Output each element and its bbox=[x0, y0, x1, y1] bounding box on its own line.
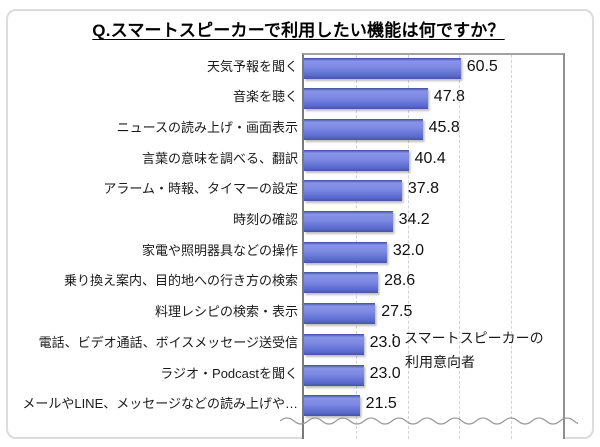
chart-title: Q.スマートスピーカーで利用したい機能は何ですか？ bbox=[92, 21, 505, 40]
bar bbox=[304, 272, 379, 294]
value-label: 23.0 bbox=[369, 364, 401, 382]
value-label: 45.8 bbox=[428, 118, 460, 136]
bar bbox=[304, 180, 402, 202]
bar bbox=[304, 333, 364, 355]
torn-edge-wave bbox=[280, 417, 578, 425]
category-label: 乗り換え案内、目的地への行き方の検索 bbox=[63, 273, 298, 289]
gridline-60 bbox=[459, 55, 461, 439]
value-label: 47.8 bbox=[433, 88, 465, 106]
legend-line1: ：スマートスピーカーの bbox=[390, 330, 544, 346]
category-label: 音楽を聴く bbox=[232, 89, 298, 105]
bar bbox=[304, 395, 360, 417]
legend-note: ：スマートスピーカーの 利用意向者 bbox=[390, 326, 544, 374]
bar bbox=[304, 118, 423, 140]
bar bbox=[304, 241, 387, 263]
category-label: ラジオ・Podcastを聞く bbox=[160, 365, 298, 381]
gridline-40 bbox=[407, 55, 409, 439]
legend-line2: 利用意向者 bbox=[405, 354, 475, 370]
bar bbox=[304, 88, 428, 110]
category-label: 家電や照明器具などの操作 bbox=[141, 242, 298, 258]
bar bbox=[304, 211, 393, 232]
value-label: 34.2 bbox=[398, 211, 430, 228]
value-label: 21.5 bbox=[365, 395, 397, 413]
category-label: ニュースの読み上げ・画面表示 bbox=[116, 119, 298, 135]
value-label: 32.0 bbox=[392, 241, 425, 259]
bar bbox=[304, 303, 376, 325]
value-label: 40.4 bbox=[414, 149, 446, 167]
category-label: 天気予報を聞く bbox=[206, 58, 298, 74]
value-label: 60.5 bbox=[466, 57, 498, 75]
category-label: 言葉の意味を調べる、翻訳 bbox=[141, 150, 298, 166]
plot-area bbox=[302, 53, 565, 439]
category-label: メールやLINE、メッセージなどの読み上げや… bbox=[22, 396, 298, 412]
value-label: 23.0 bbox=[369, 333, 401, 351]
category-label: 時刻の確認 bbox=[232, 212, 298, 227]
bar bbox=[304, 364, 364, 386]
bar bbox=[304, 149, 409, 171]
value-label: 27.5 bbox=[381, 303, 413, 321]
value-label: 28.6 bbox=[384, 272, 416, 290]
value-label: 37.8 bbox=[407, 180, 440, 198]
category-label: アラーム・時報、タイマーの設定 bbox=[103, 181, 298, 197]
category-label: 電話、ビデオ通話、ボイスメッセージ送受信 bbox=[38, 334, 298, 350]
category-label: 料理レシピの検索・表示 bbox=[154, 304, 298, 320]
gridline-80 bbox=[511, 55, 513, 439]
bar bbox=[304, 57, 461, 79]
